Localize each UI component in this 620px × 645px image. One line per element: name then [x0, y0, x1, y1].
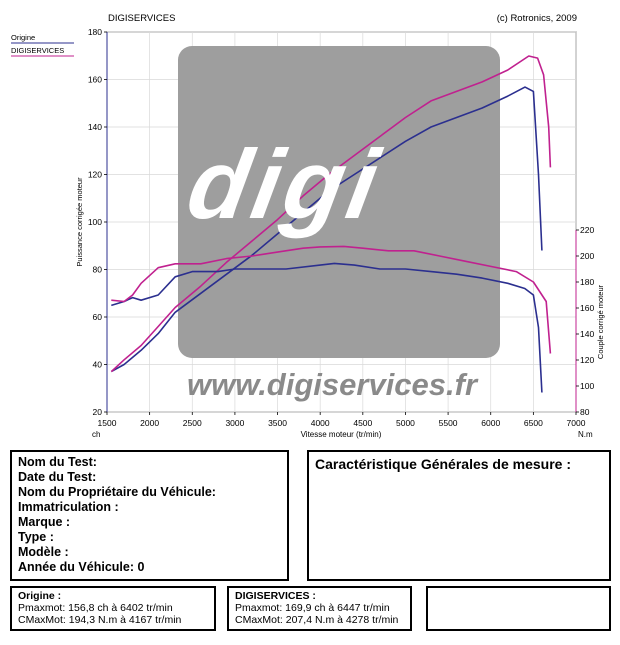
y-right-tick-label-160: 160: [580, 303, 594, 313]
info-line-brand: Marque :: [18, 515, 71, 529]
x-tick-label-1500: 1500: [98, 418, 117, 428]
x-tick-label-5500: 5500: [439, 418, 458, 428]
y-left-tick-label-100: 100: [88, 217, 102, 227]
summary-digiservices-box: DIGISERVICES : Pmaxmot: 169,9 ch à 6447 …: [227, 586, 412, 631]
y-right-tick-label-120: 120: [580, 355, 594, 365]
chart-header-brand: DIGISERVICES: [108, 13, 175, 24]
x-tick-label-4500: 4500: [353, 418, 372, 428]
y-left-tick-label-120: 120: [88, 170, 102, 180]
y-right-tick-label-180: 180: [580, 277, 594, 287]
x-tick-label-2500: 2500: [183, 418, 202, 428]
watermark-logo: digi: [180, 129, 390, 239]
info-line-test-name: Nom du Test:: [18, 455, 97, 469]
summary-digiservices-cmax: CMaxMot: 207,4 N.m à 4278 tr/min: [235, 614, 399, 626]
dyno-chart: DIGISERVICES (c) Rotronics, 2009 Origine…: [11, 13, 605, 439]
info-line-owner: Nom du Propriétaire du Véhicule:: [18, 485, 216, 499]
x-tick-label-6000: 6000: [481, 418, 500, 428]
series-line-origine-torque: [111, 262, 543, 393]
y-left-tick-label-180: 180: [88, 27, 102, 37]
y-right-tick-label-140: 140: [580, 329, 594, 339]
info-line-test-date: Date du Test:: [18, 470, 97, 484]
y-left-tick-label-60: 60: [93, 312, 103, 322]
watermark: [178, 46, 500, 358]
info-line-type: Type :: [18, 530, 54, 544]
y-right-tick-label-220: 220: [580, 225, 594, 235]
legend-label-digiservices: DIGISERVICES: [11, 46, 64, 55]
summary-origine-title: Origine :: [18, 590, 62, 602]
y-left-tick-label-80: 80: [93, 265, 103, 275]
summary-origine-box: Origine : Pmaxmot: 156,8 ch à 6402 tr/mi…: [10, 586, 216, 631]
watermark-panel: [178, 46, 500, 358]
x-tick-label-5000: 5000: [396, 418, 415, 428]
info-line-year: Année du Véhicule: 0: [18, 560, 145, 574]
test-info-box: Nom du Test: Date du Test: Nom du Propri…: [10, 450, 289, 581]
y-right-tick-label-200: 200: [580, 251, 594, 261]
y-left-axis-label: Puissance corrigée moteur: [75, 177, 84, 267]
x-tick-label-2000: 2000: [140, 418, 159, 428]
axes: 20 40 60 80 100 120 140 160 180 80 100 120 140 160 180…: [88, 27, 595, 428]
summary-empty-box: [426, 586, 611, 631]
y-left-tick-label-20: 20: [93, 407, 103, 417]
y-right-unit: N.m: [578, 430, 593, 439]
y-left-unit: ch: [92, 430, 100, 439]
y-left-tick-label-160: 160: [88, 75, 102, 85]
series-line-digiservices-power: [110, 55, 552, 373]
summary-origine-pmax: Pmaxmot: 156,8 ch à 6402 tr/min: [18, 602, 173, 614]
legend: Origine DIGISERVICES: [11, 33, 74, 57]
characteristics-title: Caractéristique Générales de mesure :: [315, 456, 572, 472]
y-left-tick-label-140: 140: [88, 122, 102, 132]
x-tick-label-3500: 3500: [268, 418, 287, 428]
characteristics-box: Caractéristique Générales de mesure :: [307, 450, 611, 581]
series-line-origine-power: [110, 86, 543, 373]
chart-header-copyright: (c) Rotronics, 2009: [497, 13, 577, 24]
y-right-tick-label-100: 100: [580, 381, 594, 391]
y-right-axis-label: Couple corrigé moteur: [596, 284, 605, 359]
y-left-tick-label-40: 40: [93, 360, 103, 370]
x-tick-label-4000: 4000: [311, 418, 330, 428]
watermark-url: www.digiservices.fr: [187, 367, 478, 402]
legend-label-origine: Origine: [11, 33, 35, 42]
x-tick-label-3000: 3000: [225, 418, 244, 428]
x-tick-label-7000: 7000: [567, 418, 586, 428]
summary-digiservices-pmax: Pmaxmot: 169,9 ch à 6447 tr/min: [235, 602, 390, 614]
info-line-model: Modèle :: [18, 545, 69, 559]
y-right-tick-label-80: 80: [580, 407, 590, 417]
series-line-digiservices-torque: [111, 245, 552, 354]
x-tick-label-6500: 6500: [524, 418, 543, 428]
series-layer: [110, 55, 552, 393]
summary-origine-cmax: CMaxMot: 194,3 N.m à 4167 tr/min: [18, 614, 182, 626]
summary-digiservices-title: DIGISERVICES :: [235, 590, 316, 602]
x-axis-label: Vitesse moteur (tr/min): [301, 430, 382, 439]
info-line-registration: Immatriculation :: [18, 500, 119, 514]
